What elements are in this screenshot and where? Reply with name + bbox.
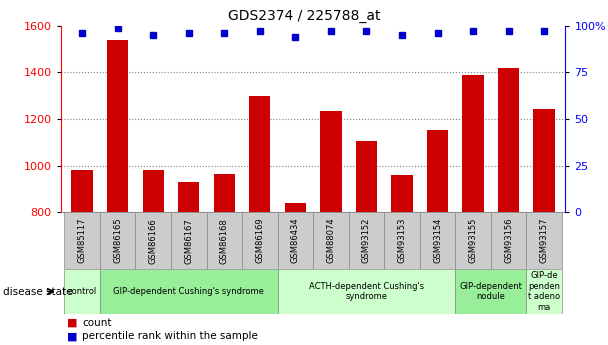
Text: GDS2374 / 225788_at: GDS2374 / 225788_at [228,9,380,23]
Text: GIP-dependent
nodule: GIP-dependent nodule [460,282,522,301]
FancyBboxPatch shape [348,212,384,269]
Text: GSM86169: GSM86169 [255,218,264,264]
Text: percentile rank within the sample: percentile rank within the sample [82,332,258,341]
Bar [533,109,554,212]
Text: GSM85117: GSM85117 [78,218,86,263]
Text: GSM88074: GSM88074 [326,218,336,264]
FancyBboxPatch shape [491,212,527,269]
Bar [72,170,93,212]
Text: control: control [67,287,97,296]
Text: disease state: disease state [3,287,72,296]
FancyBboxPatch shape [171,212,207,269]
Text: ACTH-dependent Cushing's
syndrome: ACTH-dependent Cushing's syndrome [309,282,424,301]
Bar [392,175,413,212]
Bar [178,182,199,212]
FancyBboxPatch shape [527,269,562,314]
Bar [356,141,377,212]
Text: GSM86168: GSM86168 [219,218,229,264]
Text: GSM86167: GSM86167 [184,218,193,264]
FancyBboxPatch shape [242,212,278,269]
Text: GSM86165: GSM86165 [113,218,122,264]
Text: GSM93152: GSM93152 [362,218,371,263]
Text: GSM93153: GSM93153 [398,218,407,263]
Text: GSM86434: GSM86434 [291,218,300,264]
FancyBboxPatch shape [527,212,562,269]
Text: GIP-de
penden
t adeno
ma: GIP-de penden t adeno ma [528,272,560,312]
Bar [320,111,342,212]
Text: count: count [82,318,112,327]
Bar [249,96,271,212]
FancyBboxPatch shape [455,212,491,269]
Text: GSM93156: GSM93156 [504,218,513,263]
Text: ■: ■ [67,318,77,327]
Text: GSM86166: GSM86166 [149,218,157,264]
FancyBboxPatch shape [313,212,348,269]
Bar [498,68,519,212]
FancyBboxPatch shape [420,212,455,269]
FancyBboxPatch shape [455,269,527,314]
FancyBboxPatch shape [64,269,100,314]
Bar [427,129,448,212]
FancyBboxPatch shape [278,212,313,269]
FancyBboxPatch shape [64,212,100,269]
Text: GSM93157: GSM93157 [540,218,548,263]
Text: GIP-dependent Cushing's syndrome: GIP-dependent Cushing's syndrome [113,287,264,296]
FancyBboxPatch shape [100,269,278,314]
FancyBboxPatch shape [100,212,136,269]
FancyBboxPatch shape [384,212,420,269]
Text: GSM93154: GSM93154 [433,218,442,263]
FancyBboxPatch shape [136,212,171,269]
Bar [462,75,484,212]
Bar [142,170,164,212]
Bar [285,203,306,212]
Text: GSM93155: GSM93155 [469,218,477,263]
Bar [107,40,128,212]
FancyBboxPatch shape [207,212,242,269]
Bar [213,174,235,212]
Text: ■: ■ [67,332,77,341]
FancyBboxPatch shape [278,269,455,314]
